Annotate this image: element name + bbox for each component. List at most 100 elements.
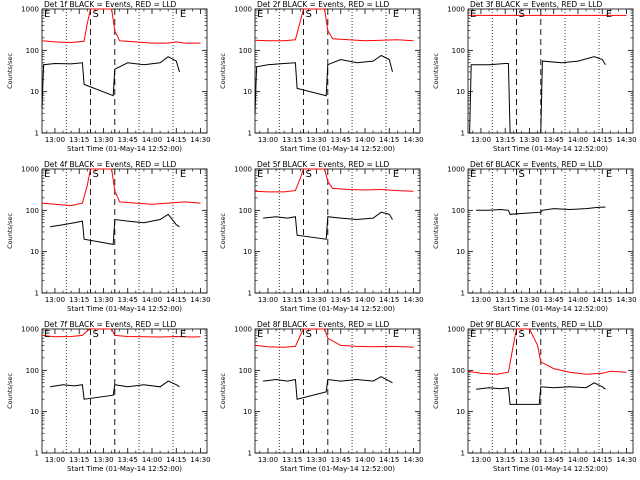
chart-title: Det 1f BLACK = Events, RED = LLD — [44, 0, 177, 9]
event-marker-label: E — [257, 9, 263, 20]
x-axis-label: Start Time (01-May-14 12:52:00) — [67, 305, 182, 313]
chart-panel: Det 5f BLACK = Events, RED = LLD 1 10 100 10… — [219, 160, 424, 313]
x-tick-label: 13:00 — [471, 136, 491, 144]
x-tick-label: 13:30 — [519, 136, 539, 144]
y-tick-label: 1 — [461, 290, 465, 298]
y-tick-label: 100 — [452, 47, 465, 55]
y-tick-label: 100 — [26, 47, 39, 55]
plot-frame — [254, 168, 421, 294]
data-series-line — [263, 211, 393, 240]
x-axis-label: Start Time (01-May-14 12:52:00) — [67, 465, 182, 473]
event-marker-label: S — [93, 329, 99, 340]
y-axis-label: Counts/sec — [6, 53, 14, 89]
y-tick-label: 1000 — [21, 326, 39, 334]
event-marker-label: E — [606, 9, 612, 20]
event-marker-label: E — [393, 169, 399, 180]
y-tick-label: 100 — [26, 207, 39, 215]
x-tick-label: 13:00 — [471, 456, 491, 464]
x-tick-label: 13:45 — [118, 296, 138, 304]
y-tick-label: 100 — [26, 367, 39, 375]
y-tick-label: 1000 — [447, 326, 465, 334]
y-axis-label: Counts/sec — [6, 213, 14, 249]
data-series-line — [41, 328, 201, 338]
y-tick-label: 1000 — [234, 6, 252, 14]
event-marker-label: E — [44, 169, 50, 180]
y-axis-label: Counts/sec — [219, 373, 227, 409]
x-axis-label: Start Time (01-May-14 12:52:00) — [67, 145, 182, 153]
event-marker-label: S — [519, 169, 525, 180]
y-axis-label: Counts/sec — [432, 213, 440, 249]
data-series-line — [254, 328, 414, 348]
x-tick-label: 14:15 — [166, 136, 186, 144]
event-marker-label: E — [257, 329, 263, 340]
x-tick-label: 14:30 — [403, 136, 423, 144]
x-tick-label: 13:45 — [331, 296, 351, 304]
y-tick-label: 1000 — [447, 6, 465, 14]
data-series-line — [476, 206, 606, 215]
event-marker-label: E — [257, 169, 263, 180]
y-tick-label: 1 — [248, 450, 252, 458]
data-series-line — [254, 8, 414, 42]
event-marker-label: E — [470, 329, 476, 340]
x-tick-label: 13:30 — [306, 456, 326, 464]
x-axis-label: Start Time (01-May-14 12:52:00) — [493, 465, 608, 473]
y-tick-label: 1000 — [234, 166, 252, 174]
data-series-line — [469, 56, 606, 134]
chart-title: Det 6f BLACK = Events, RED = LLD — [470, 160, 603, 169]
chart-panel: Det 3f BLACK = Events, RED = LLD 1 10 100 10… — [432, 0, 637, 153]
y-tick-label: 10 — [243, 88, 252, 96]
x-tick-label: 13:45 — [331, 136, 351, 144]
plot-frame — [41, 328, 208, 454]
x-tick-label: 13:15 — [495, 456, 515, 464]
x-tick-label: 14:00 — [568, 296, 588, 304]
data-series-line — [263, 376, 393, 400]
y-tick-label: 100 — [239, 47, 252, 55]
event-marker-label: E — [606, 169, 612, 180]
plot-frame — [41, 8, 208, 134]
x-tick-label: 14:00 — [355, 456, 375, 464]
x-tick-label: 13:00 — [45, 456, 65, 464]
x-tick-label: 14:15 — [592, 296, 612, 304]
y-tick-label: 10 — [243, 408, 252, 416]
x-tick-label: 13:30 — [306, 136, 326, 144]
chart-panel: Det 7f BLACK = Events, RED = LLD 1 10 100 10… — [6, 320, 211, 473]
y-axis-label: Counts/sec — [6, 373, 14, 409]
y-tick-label: 1000 — [447, 166, 465, 174]
plot-frame — [41, 168, 208, 294]
x-tick-label: 13:00 — [45, 136, 65, 144]
event-marker-label: E — [180, 169, 186, 180]
y-axis-label: Counts/sec — [432, 53, 440, 89]
y-tick-label: 10 — [456, 88, 465, 96]
x-axis-label: Start Time (01-May-14 12:52:00) — [280, 465, 395, 473]
x-tick-label: 13:30 — [519, 296, 539, 304]
y-tick-label: 10 — [30, 88, 39, 96]
x-tick-label: 13:15 — [282, 136, 302, 144]
y-tick-label: 1000 — [21, 166, 39, 174]
y-tick-label: 1 — [461, 130, 465, 138]
x-tick-label: 13:30 — [519, 456, 539, 464]
x-tick-label: 13:15 — [69, 456, 89, 464]
y-tick-label: 100 — [239, 207, 252, 215]
y-axis-label: Counts/sec — [432, 373, 440, 409]
x-tick-label: 13:30 — [93, 136, 113, 144]
x-tick-label: 14:15 — [379, 296, 399, 304]
x-tick-label: 14:00 — [142, 136, 162, 144]
x-tick-label: 14:30 — [190, 296, 210, 304]
y-tick-label: 1 — [248, 290, 252, 298]
x-tick-label: 13:45 — [331, 456, 351, 464]
y-axis-label: Counts/sec — [219, 213, 227, 249]
x-tick-label: 13:15 — [282, 296, 302, 304]
event-marker-label: E — [606, 329, 612, 340]
x-tick-label: 14:30 — [616, 456, 636, 464]
x-tick-label: 14:30 — [616, 136, 636, 144]
x-tick-label: 14:00 — [355, 136, 375, 144]
data-series-line — [254, 168, 414, 193]
x-tick-label: 14:30 — [403, 296, 423, 304]
chart-title: Det 4f BLACK = Events, RED = LLD — [44, 160, 177, 169]
x-tick-label: 14:15 — [379, 136, 399, 144]
event-marker-label: E — [393, 9, 399, 20]
y-tick-label: 10 — [456, 408, 465, 416]
chart-title: Det 9f BLACK = Events, RED = LLD — [470, 320, 603, 329]
plot-frame — [467, 168, 634, 294]
